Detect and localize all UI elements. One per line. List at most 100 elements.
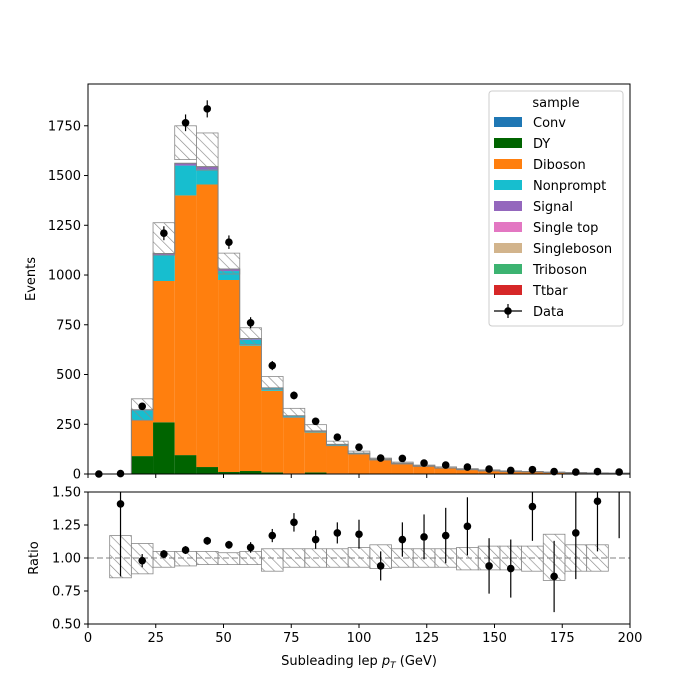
main-data-points xyxy=(95,100,623,478)
data-point xyxy=(290,391,298,400)
ratio-point xyxy=(376,562,385,570)
bar-nonprompt xyxy=(218,271,240,280)
bar-dy xyxy=(239,471,262,474)
bar-dy xyxy=(218,472,240,474)
bar-nonprompt xyxy=(153,255,175,281)
ratio-y-tick-label: 0.50 xyxy=(52,618,81,633)
data-point xyxy=(246,318,255,327)
data-point xyxy=(441,461,450,469)
legend-swatch-singleboson xyxy=(494,243,522,253)
ratio-y-tick-label: 0.75 xyxy=(52,585,81,600)
stack-total-outline xyxy=(88,162,630,475)
legend-label: Signal xyxy=(533,200,573,215)
data-point xyxy=(485,465,493,473)
bar-dy xyxy=(153,422,175,474)
bar-nonprompt xyxy=(196,169,219,185)
data-point xyxy=(463,463,472,471)
bar-nonprompt xyxy=(174,165,197,196)
ratio-point xyxy=(463,522,472,531)
main-y-tick-label: 1500 xyxy=(48,169,81,184)
main-y-tick-label: 1250 xyxy=(48,219,81,234)
main-y-tick-label: 500 xyxy=(56,368,81,383)
ratio-point xyxy=(225,541,233,549)
main-y-axis: 0 250 500 750 1000 1250 1500 1750 xyxy=(48,119,88,483)
data-point xyxy=(398,454,407,463)
legend-swatch-nonprompt xyxy=(494,180,522,190)
bar-diboson xyxy=(196,184,219,468)
ratio-y-tick-label: 1.00 xyxy=(52,552,81,567)
ratio-y-label: Ratio xyxy=(27,541,42,574)
bar-diboson xyxy=(304,432,327,473)
bar-diboson xyxy=(153,280,175,423)
bar-diboson xyxy=(391,463,414,474)
main-y-tick-label: 250 xyxy=(56,418,81,433)
ratio-uncertainty-band xyxy=(109,533,609,581)
data-point xyxy=(203,105,212,113)
main-y-tick-label: 1750 xyxy=(48,119,81,134)
data-point xyxy=(506,466,515,475)
x-tick-label: 50 xyxy=(215,631,232,646)
legend-label: Data xyxy=(533,305,564,320)
ratio-point xyxy=(268,531,277,540)
ratio-point xyxy=(593,497,602,506)
data-point xyxy=(333,433,342,441)
x-axis-label: Subleading lep pT (GeV) xyxy=(281,654,437,671)
legend-label: Conv xyxy=(533,116,566,131)
bar-diboson xyxy=(326,445,349,474)
ratio-point xyxy=(246,543,255,552)
bar-diboson xyxy=(283,417,305,474)
legend-swatch-single-top xyxy=(494,222,522,232)
legend: sample Conv DY Diboson Nonprompt Signal Singl… xyxy=(488,90,624,327)
ratio-point xyxy=(160,550,168,558)
ratio-x-axis: 0 25 50 75 100 125 150 175 200 xyxy=(84,624,642,646)
bar-dy xyxy=(174,455,197,474)
main-stack-outline xyxy=(88,162,630,475)
data-point xyxy=(311,417,320,426)
legend-label: Ttbar xyxy=(532,284,568,299)
bar-diboson xyxy=(239,345,262,472)
ratio-y-axis: 0.50 0.75 1.00 1.25 1.50 xyxy=(52,486,88,633)
legend-label: Nonprompt xyxy=(533,179,606,194)
bar-dy xyxy=(261,472,284,474)
ratio-point xyxy=(116,500,125,508)
ratio-point xyxy=(138,556,146,565)
main-y-label: Events xyxy=(24,257,39,301)
bar-diboson xyxy=(174,195,197,456)
ratio-point xyxy=(311,535,320,544)
legend-title: sample xyxy=(532,96,579,111)
main-stacked-bars xyxy=(131,163,630,474)
legend-frame xyxy=(488,90,624,327)
bar-diboson xyxy=(456,469,479,474)
legend-entries: Conv DY Diboson Nonprompt Signal Single top Si… xyxy=(494,116,612,320)
legend-swatch-conv xyxy=(494,117,522,127)
data-point xyxy=(615,468,623,476)
main-y-tick-label: 750 xyxy=(56,318,81,333)
legend-label: Diboson xyxy=(533,158,586,173)
bar-diboson xyxy=(218,279,240,473)
ratio-band-bin xyxy=(217,552,241,565)
ratio-point xyxy=(485,562,493,570)
ratio-point xyxy=(203,537,212,545)
ratio-point xyxy=(355,530,363,539)
legend-swatch-triboson xyxy=(494,264,522,274)
ratio-y-tick-label: 1.25 xyxy=(52,519,81,534)
ratio-point xyxy=(441,531,450,540)
ratio-point xyxy=(528,502,537,511)
bar-diboson xyxy=(131,420,154,457)
data-point xyxy=(268,361,277,370)
x-tick-label: 150 xyxy=(482,631,507,646)
mc-uncertainty-bin xyxy=(239,327,262,346)
bar-diboson xyxy=(413,466,435,474)
bar-dy xyxy=(196,467,219,474)
mc-uncertainty-bin xyxy=(195,132,219,171)
ratio-band-bin xyxy=(347,547,371,568)
ratio-band-bin xyxy=(521,545,544,572)
data-point xyxy=(355,443,363,451)
ratio-point xyxy=(550,572,558,581)
ratio-point xyxy=(506,564,515,573)
main-x-ticks xyxy=(87,474,631,478)
x-tick-label: 0 xyxy=(84,631,92,646)
legend-label: DY xyxy=(533,137,550,152)
bar-diboson xyxy=(434,468,457,474)
